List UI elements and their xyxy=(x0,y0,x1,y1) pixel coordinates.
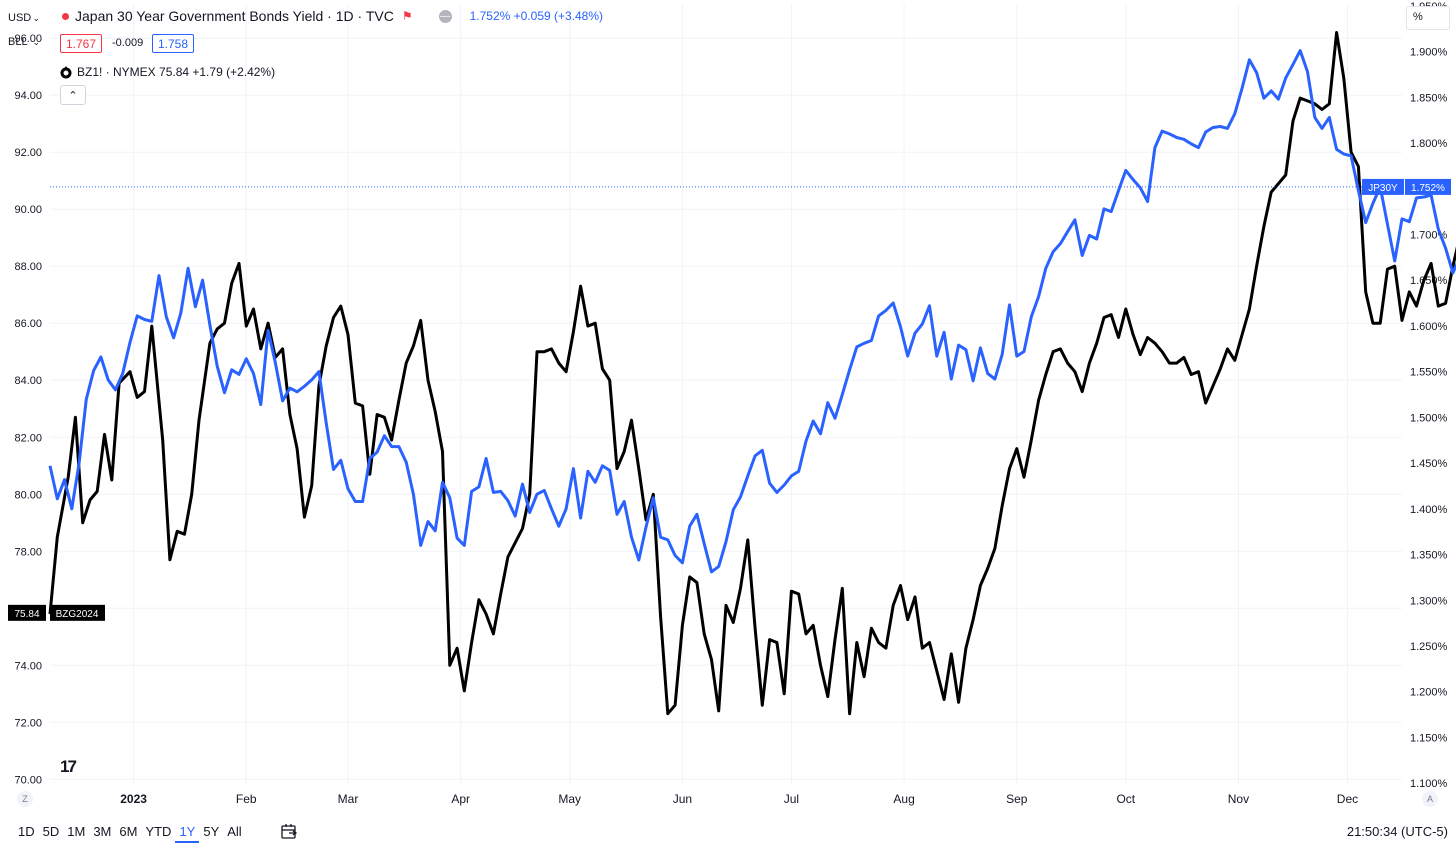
jgb-series-line xyxy=(48,49,1456,574)
auto-scale-button[interactable]: A xyxy=(1422,791,1438,807)
right-tick-label: 1.500% xyxy=(1410,412,1448,424)
right-tick-label: 1.400% xyxy=(1410,504,1448,516)
hide-series-icon[interactable]: — xyxy=(438,9,452,23)
compare-series-legend[interactable]: BZ1! · NYMEX 75.84 +1.79 (+2.42%) xyxy=(60,65,275,79)
brent-value-label: 75.84 xyxy=(14,609,39,620)
oil-drop-icon xyxy=(60,66,72,79)
right-tick-label: 1.550% xyxy=(1410,367,1448,379)
right-tick-label: 1.350% xyxy=(1410,550,1448,562)
range-button-1m[interactable]: 1M xyxy=(67,824,86,839)
left-price-axis: 70.0072.0074.0076.0078.0080.0082.0084.00… xyxy=(14,33,42,786)
clock-timezone[interactable]: 21:50:34 (UTC-5) xyxy=(1346,824,1448,839)
time-tick-label: Apr xyxy=(451,792,470,806)
time-tick-label: Aug xyxy=(893,792,914,806)
left-tick-label: 70.00 xyxy=(14,774,42,786)
jgb-value-tag xyxy=(1405,178,1451,195)
main-series-legend[interactable]: Japan 30 Year Government Bonds Yield · 1… xyxy=(62,8,603,24)
series-lines xyxy=(48,31,1456,716)
compare-series-text: BZ1! · NYMEX 75.84 +1.79 (+2.42%) xyxy=(77,65,276,79)
right-tick-label: 1.600% xyxy=(1410,321,1448,333)
time-tick-label: Nov xyxy=(1228,792,1249,806)
left-tick-label: 78.00 xyxy=(14,546,42,558)
right-tick-label: 1.300% xyxy=(1410,595,1448,607)
percent-label: % xyxy=(1413,11,1423,23)
brent-symbol-tag xyxy=(50,604,105,621)
right-tick-label: 1.250% xyxy=(1410,641,1448,653)
percent-scale-button[interactable]: % xyxy=(1406,6,1450,30)
left-tick-label: 72.00 xyxy=(14,717,42,729)
brent-symbol-label: BZG2024 xyxy=(56,609,99,620)
range-button-3m[interactable]: 3M xyxy=(93,824,112,839)
grid-lines xyxy=(50,4,1402,785)
range-button-all[interactable]: All xyxy=(227,824,242,839)
left-tick-label: 88.00 xyxy=(14,261,42,273)
right-price-axis: 1.100% 1.150% 1.200% 1.250% 1.300% 1.350% 1.40… xyxy=(1410,1,1448,790)
time-tick-label: 2023 xyxy=(120,792,147,806)
jgb-symbol-tag xyxy=(1362,178,1404,195)
time-axis: 2023 Feb Mar Apr May Jun Jul Aug Sep Oct Nov Dec xyxy=(120,792,1358,806)
range-button-5y[interactable]: 5Y xyxy=(203,824,220,839)
chevron-up-icon: ⌃ xyxy=(68,89,78,102)
right-tick-label: 1.900% xyxy=(1410,47,1448,59)
brent-value-tag xyxy=(8,604,46,621)
time-tick-label: Sep xyxy=(1006,792,1028,806)
date-range-bar: 1D 5D 1M 3M 6M YTD 1Y 5Y All xyxy=(14,822,246,843)
bid-price-box[interactable]: 1.767 xyxy=(60,34,103,53)
left-tick-label: 94.00 xyxy=(14,90,42,102)
left-tick-label: 86.00 xyxy=(14,318,42,330)
spread-value: -0.009 xyxy=(112,37,144,49)
goto-date-icon[interactable] xyxy=(280,822,298,840)
range-button-ytd[interactable]: YTD xyxy=(145,824,172,839)
right-tick-label: 1.100% xyxy=(1410,778,1448,790)
time-tick-label: Feb xyxy=(236,792,257,806)
tradingview-logo: 17 xyxy=(60,757,77,776)
time-tick-label: May xyxy=(558,792,581,806)
last-value-tags: JP30Y 1.752% 75.84 BZG2024 xyxy=(8,178,1451,621)
chevron-down-icon: ⌄ xyxy=(32,12,40,23)
left-tick-label: 90.00 xyxy=(14,204,42,216)
ask-price-box[interactable]: 1.758 xyxy=(152,34,195,53)
left-tick-label: 80.00 xyxy=(14,489,42,501)
time-tick-label: Jun xyxy=(673,792,692,806)
currency-label: USD xyxy=(8,12,32,24)
market-status-dot-icon xyxy=(62,12,69,20)
time-tick-label: Jul xyxy=(784,792,799,806)
currency-selector[interactable]: USD ⌄ xyxy=(0,6,46,30)
right-tick-label: 1.800% xyxy=(1410,138,1448,150)
time-tick-label: Mar xyxy=(338,792,359,806)
right-tick-label: 1.450% xyxy=(1410,458,1448,470)
zoom-axis-button[interactable]: Z xyxy=(17,791,33,807)
collapse-legend-button[interactable]: ⌃ xyxy=(60,85,86,105)
unit-label: BLL xyxy=(8,36,28,48)
right-tick-label: 1.650% xyxy=(1410,275,1448,287)
right-tick-label: 1.850% xyxy=(1410,92,1448,104)
main-series-title: Japan 30 Year Government Bonds Yield · 1… xyxy=(75,8,394,24)
flag-icon[interactable]: ⚑ xyxy=(401,9,413,23)
left-tick-label: 92.00 xyxy=(14,147,42,159)
left-tick-label: 82.00 xyxy=(14,432,42,444)
jgb-symbol-label: JP30Y xyxy=(1368,183,1398,194)
right-tick-label: 1.150% xyxy=(1410,732,1448,744)
left-tick-label: 96.00 xyxy=(14,33,42,45)
jgb-value-label: 1.752% xyxy=(1411,183,1445,194)
left-tick-label: 74.00 xyxy=(14,660,42,672)
left-tick-label: 84.00 xyxy=(14,375,42,387)
time-tick-label: Dec xyxy=(1337,792,1358,806)
range-button-6m[interactable]: 6M xyxy=(119,824,138,839)
range-button-1y[interactable]: 1Y xyxy=(175,822,200,843)
range-button-1d[interactable]: 1D xyxy=(18,824,35,839)
main-series-change: 1.752% +0.059 (+3.48%) xyxy=(469,9,604,23)
time-tick-label: Oct xyxy=(1116,792,1135,806)
brent-series-line xyxy=(48,31,1456,716)
chevron-down-icon: ⌄ xyxy=(32,36,40,47)
range-button-5d[interactable]: 5D xyxy=(42,824,60,839)
right-tick-label: 1.200% xyxy=(1410,687,1448,699)
unit-selector[interactable]: BLL ⌄ xyxy=(0,30,46,54)
